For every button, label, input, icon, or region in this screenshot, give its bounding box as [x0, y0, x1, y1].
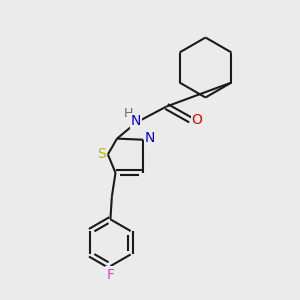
Text: N: N	[145, 131, 155, 145]
Text: F: F	[106, 268, 114, 281]
Text: O: O	[192, 113, 203, 127]
Text: S: S	[97, 147, 106, 161]
Text: H: H	[123, 107, 133, 120]
Text: N: N	[131, 114, 141, 128]
